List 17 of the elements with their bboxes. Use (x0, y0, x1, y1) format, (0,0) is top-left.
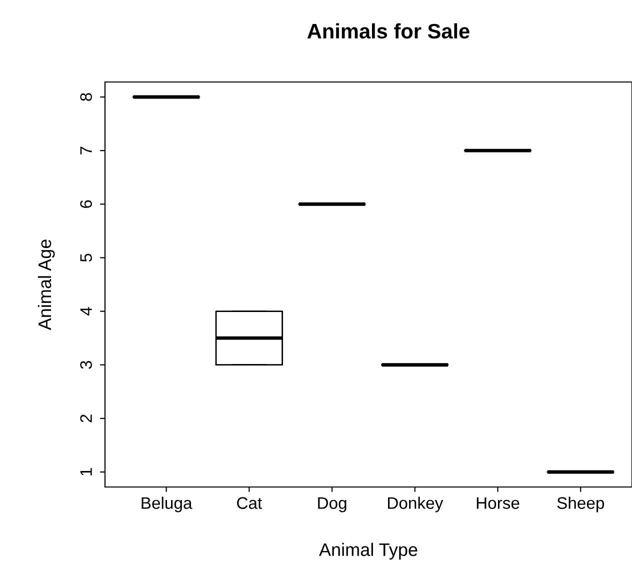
x-tick-label: Donkey (388, 496, 444, 512)
x-tick-label: Sheep (557, 496, 604, 512)
y-tick-label: 6 (80, 200, 92, 208)
y-tick-label: 1 (80, 468, 92, 476)
x-tick-label: Cat (237, 497, 262, 509)
x-tick-label: Beluga (142, 496, 192, 512)
y-tick-label: 5 (80, 254, 92, 262)
x-tick-label: Dog (318, 497, 346, 512)
chart-title: Animals for Sale (307, 23, 470, 39)
y-axis-title: Animal Age (38, 240, 55, 330)
x-axis-title: Animal Type (319, 542, 418, 560)
y-tick-label: 3 (80, 360, 92, 369)
y-tick-label: 8 (80, 93, 92, 101)
y-tick-label: 2 (80, 414, 92, 422)
y-tick-label: 7 (80, 146, 92, 154)
y-tick-label: 4 (80, 307, 92, 316)
x-tick-label: Horse (476, 497, 520, 509)
